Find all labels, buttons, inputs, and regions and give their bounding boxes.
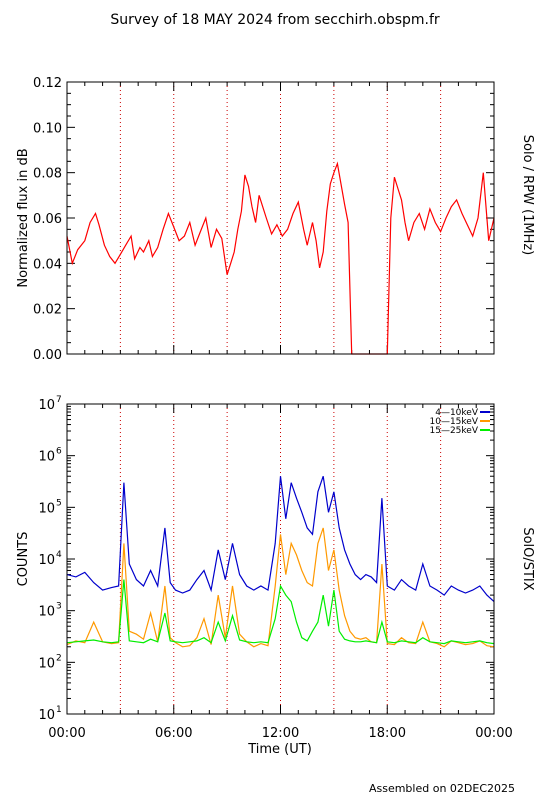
stix-legend-label: 15—25keV — [430, 426, 479, 436]
stix-y-tick-label: 10 — [38, 450, 55, 465]
rpw-y-tick-label: 0.04 — [33, 257, 62, 272]
stix-x-tick-label: 06:00 — [155, 726, 192, 741]
stix-x-tick-label: 00:00 — [475, 726, 512, 741]
rpw-y-axis-label: Normalized flux in dB — [16, 148, 31, 287]
rpw-y-tick-label: 0.08 — [33, 167, 62, 182]
stix-y-tick-exponent: 6 — [56, 447, 62, 457]
rpw-y-tick-label: 0.06 — [33, 212, 62, 227]
stix-x-tick-label: 00:00 — [48, 726, 85, 741]
stix-plot-frame — [66, 403, 495, 715]
stix-y-tick-label: 10 — [38, 501, 55, 516]
rpw-flux-series — [66, 161, 495, 355]
stix-instrument-label: SolO/STIX — [520, 527, 535, 590]
rpw-y-tick-label: 0.12 — [33, 76, 62, 91]
stix-y-tick-label: 10 — [38, 605, 55, 620]
stix-series-1 — [66, 527, 495, 648]
rpw-y-tick-label: 0.10 — [33, 121, 62, 136]
stix-y-tick-exponent: 5 — [56, 498, 62, 508]
stix-legend-label: 4—10keV — [435, 408, 479, 418]
stix-y-tick-label: 10 — [38, 398, 55, 413]
stix-y-tick-exponent: 1 — [56, 705, 62, 715]
rpw-panel: 0.00 0.02 0.04 0.06 0.08 0.10 0.12 Normalized … — [16, 76, 535, 363]
rpw-y-tick-label: 0.02 — [33, 303, 62, 318]
stix-y-tick-exponent: 3 — [56, 602, 62, 612]
stix-x-tick-label: 12:00 — [262, 726, 299, 741]
stix-legend-label: 10—15keV — [430, 417, 479, 427]
assembled-footer: Assembled on 02DEC2025 — [369, 782, 515, 795]
rpw-plot-frame — [66, 81, 495, 355]
rpw-y-tick-label: 0.00 — [33, 348, 62, 363]
stix-y-tick-label: 10 — [38, 656, 55, 671]
stix-series-2 — [66, 579, 495, 645]
stix-y-tick-exponent: 4 — [56, 550, 62, 560]
stix-y-tick-label: 10 — [38, 708, 55, 723]
stix-x-tick-label: 18:00 — [369, 726, 406, 741]
stix-y-tick-label: 10 — [38, 553, 55, 568]
figure-title: Survey of 18 MAY 2024 from secchirh.obsp… — [110, 12, 440, 28]
stix-y-axis-label: COUNTS — [16, 532, 31, 587]
stix-y-tick-exponent: 7 — [56, 395, 62, 405]
stix-x-axis-label: Time (UT) — [247, 742, 312, 757]
stix-y-tick-exponent: 2 — [56, 653, 62, 663]
rpw-instrument-label: Solo / RPW (1MHz) — [520, 135, 535, 256]
stix-series-0 — [66, 476, 495, 603]
